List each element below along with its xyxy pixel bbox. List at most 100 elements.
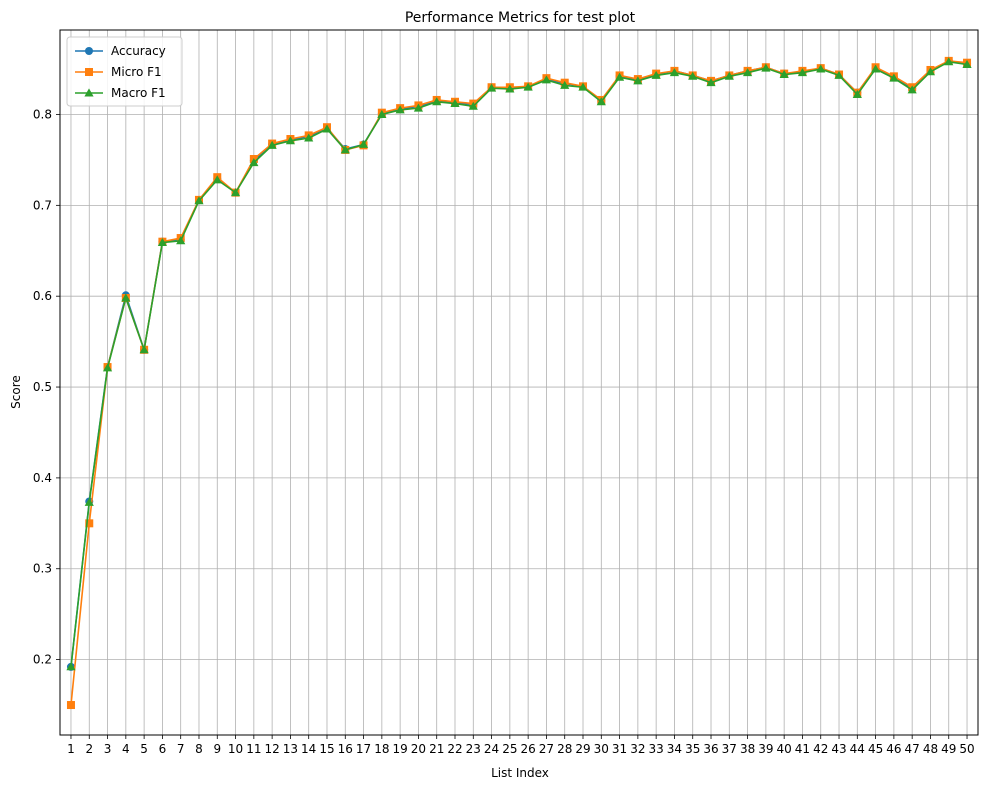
x-tick-label: 1: [67, 742, 75, 756]
data-point: [925, 67, 936, 76]
y-tick-label: 0.3: [33, 562, 52, 576]
legend-item: Micro F1: [75, 65, 162, 79]
x-tick-label: 29: [575, 742, 590, 756]
x-tick-label: 34: [667, 742, 682, 756]
data-point: [85, 519, 94, 528]
x-tick-label: 32: [630, 742, 645, 756]
legend-marker: [85, 68, 93, 76]
data-point: [688, 71, 698, 80]
series-macro-f1: [66, 57, 972, 671]
y-tick-label: 0.6: [33, 289, 52, 303]
x-tick-label: 44: [850, 742, 865, 756]
data-point: [249, 158, 259, 167]
x-tick-label: 18: [374, 742, 389, 756]
data-point: [139, 345, 149, 354]
x-tick-label: 24: [484, 742, 499, 756]
data-point: [340, 145, 350, 154]
y-tick-label: 0.2: [33, 653, 52, 667]
x-tick-label: 26: [521, 742, 536, 756]
x-tick-label: 50: [959, 742, 974, 756]
data-point: [560, 80, 570, 89]
chart-title: Performance Metrics for test plot: [405, 10, 636, 26]
data-point: [413, 103, 424, 112]
data-point: [596, 97, 606, 106]
data-point: [889, 73, 899, 82]
data-point: [523, 82, 533, 91]
data-point: [834, 70, 844, 79]
data-point: [468, 101, 478, 110]
x-tick-label: 5: [140, 742, 148, 756]
data-point: [870, 64, 881, 73]
data-point: [541, 75, 552, 84]
data-point: [907, 85, 917, 94]
y-tick-label: 0.4: [33, 471, 52, 485]
legend-label: Macro F1: [111, 86, 166, 100]
x-tick-label: 33: [649, 742, 664, 756]
series-layer: [66, 56, 972, 710]
legend: Accuracy Micro F1 Macro F1: [66, 36, 183, 107]
legend-box: [66, 36, 183, 107]
x-tick-label: 7: [177, 742, 185, 756]
x-tick-label: 9: [213, 742, 221, 756]
tick-layer: 1 2 3 4 5 6 7 8 9 10 11 12 13 14 15 16 17 18 19 20 21 22 23 24 2…: [33, 107, 975, 756]
data-point: [779, 69, 789, 78]
x-tick-label: 48: [923, 742, 938, 756]
legend-marker: [85, 47, 93, 55]
legend-marker: [84, 88, 94, 97]
data-point: [962, 59, 972, 68]
x-tick-label: 40: [777, 742, 792, 756]
data-point: [157, 237, 168, 247]
data-point: [816, 64, 826, 73]
data-point: [230, 188, 241, 197]
data-point: [486, 83, 497, 92]
data-point: [761, 63, 771, 72]
data-point: [852, 89, 862, 98]
x-tick-label: 21: [429, 742, 444, 756]
data-point: [176, 236, 186, 245]
data-point: [432, 97, 442, 106]
x-tick-label: 31: [612, 742, 627, 756]
data-point: [633, 76, 643, 85]
x-tick-label: 45: [868, 742, 883, 756]
x-tick-label: 41: [795, 742, 810, 756]
data-point: [102, 363, 113, 372]
data-point: [322, 124, 332, 133]
data-point: [742, 68, 753, 77]
x-tick-label: 8: [195, 742, 203, 756]
data-point: [797, 68, 808, 77]
data-point: [724, 71, 734, 80]
data-point: [706, 78, 716, 87]
legend-item: Macro F1: [75, 86, 166, 100]
legend-item: Accuracy: [75, 44, 166, 58]
y-axis-label: Score: [9, 375, 23, 409]
x-tick-label: 42: [813, 742, 828, 756]
x-tick-label: 16: [338, 742, 353, 756]
data-point: [66, 701, 75, 710]
x-tick-label: 10: [228, 742, 243, 756]
data-point: [121, 293, 131, 302]
x-tick-label: 22: [447, 742, 462, 756]
x-tick-label: 25: [502, 742, 517, 756]
data-point: [84, 497, 94, 506]
x-tick-label: 30: [594, 742, 609, 756]
x-tick-label: 3: [104, 742, 112, 756]
data-point: [614, 72, 625, 81]
x-tick-label: 17: [356, 742, 371, 756]
x-tick-label: 47: [905, 742, 920, 756]
x-tick-label: 36: [703, 742, 718, 756]
y-tick-label: 0.8: [33, 107, 52, 121]
x-tick-label: 28: [557, 742, 572, 756]
data-point: [377, 109, 387, 118]
legend-label: Micro F1: [111, 65, 162, 79]
x-tick-label: 20: [411, 742, 426, 756]
x-axis-label: List Index: [491, 766, 549, 780]
y-tick-label: 0.7: [33, 198, 52, 212]
data-point: [285, 136, 296, 145]
x-tick-label: 2: [85, 742, 93, 756]
x-tick-label: 23: [466, 742, 481, 756]
x-tick-label: 39: [758, 742, 773, 756]
x-tick-label: 13: [283, 742, 298, 756]
